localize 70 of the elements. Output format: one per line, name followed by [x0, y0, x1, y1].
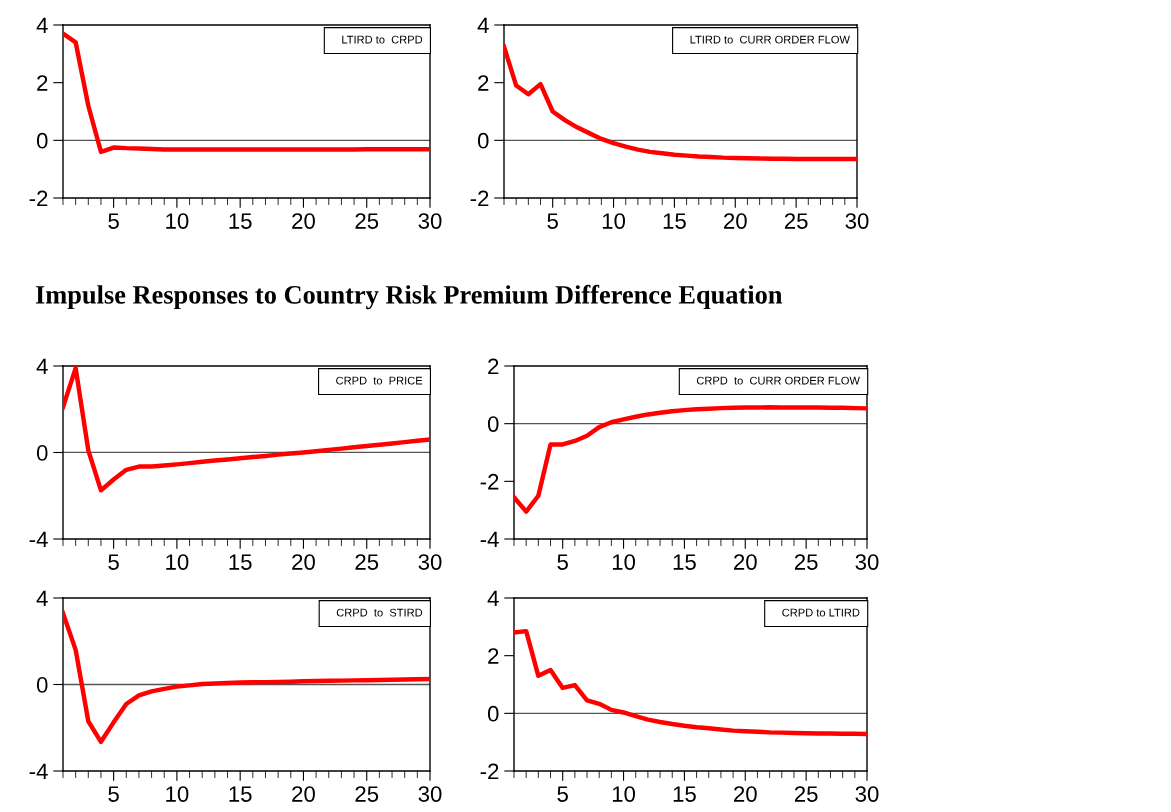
- x-tick-label: 10: [602, 213, 626, 229]
- text: CRPD to LTIRD: [782, 608, 860, 617]
- y-tick-label: 4: [36, 590, 48, 607]
- x-tick-label: 5: [557, 786, 568, 802]
- y-tick-label: -2: [480, 763, 499, 780]
- y-tick-label: 0: [36, 445, 48, 461]
- y-tick-label: 2: [478, 75, 489, 91]
- line-series: [514, 628, 867, 737]
- text: CRPD to STIRD: [336, 608, 423, 617]
- text: LTIRD to CURR ORDER FLOW: [690, 35, 850, 44]
- chart-title: Impulse Responses to Country Risk Premium Difference Equation: [35, 284, 783, 310]
- x-tick-label: 20: [734, 554, 757, 570]
- x-tick-label: 20: [734, 786, 757, 802]
- x-tick-label: 25: [784, 213, 808, 229]
- x-tick-label: 10: [612, 554, 636, 570]
- x-tick-label: 25: [355, 554, 379, 570]
- y-tick-label: 2: [37, 75, 48, 91]
- y-tick-label: -2: [470, 190, 489, 207]
- x-tick-label: 25: [355, 786, 379, 802]
- y-tick-label: 4: [36, 17, 48, 34]
- text: LTIRD to CRPD: [342, 35, 423, 44]
- x-tick-label: 10: [166, 554, 189, 570]
- x-tick-label: 15: [229, 786, 252, 802]
- line-series: [63, 610, 430, 745]
- x-tick-label: 10: [166, 786, 189, 802]
- x-tick-label: 25: [794, 554, 818, 570]
- text: CRPD to PRICE: [336, 376, 423, 385]
- y-tick-label: 0: [487, 705, 499, 722]
- x-tick-label: 25: [355, 213, 379, 229]
- y-tick-label: 0: [487, 416, 499, 432]
- x-tick-label: 5: [108, 554, 119, 570]
- y-tick-label: -4: [29, 531, 48, 548]
- x-tick-label: 20: [724, 213, 747, 229]
- line-series: [504, 44, 857, 162]
- y-tick-label: 4: [36, 358, 48, 375]
- y-tick-label: 0: [36, 132, 48, 149]
- y-tick-label: -4: [29, 763, 48, 780]
- line-series: [514, 405, 867, 514]
- y-tick-label: 0: [36, 677, 48, 693]
- x-tick-label: 25: [794, 786, 818, 802]
- y-tick-label: -2: [480, 473, 499, 490]
- x-tick-label: 15: [663, 213, 686, 229]
- x-tick-label: 20: [292, 213, 315, 229]
- x-tick-label: 30: [855, 786, 879, 802]
- x-tick-label: 30: [855, 554, 879, 570]
- x-tick-label: 30: [418, 786, 442, 802]
- y-tick-label: 2: [488, 648, 499, 664]
- y-tick-label: -4: [480, 531, 499, 548]
- y-tick-label: 4: [487, 590, 499, 607]
- x-tick-label: 30: [845, 213, 869, 229]
- y-tick-label: 0: [477, 132, 489, 149]
- x-tick-label: 15: [229, 554, 252, 570]
- x-tick-label: 5: [108, 786, 119, 802]
- x-tick-label: 20: [292, 786, 315, 802]
- y-tick-label: -2: [29, 190, 48, 207]
- x-tick-label: 5: [557, 554, 568, 570]
- x-tick-label: 10: [612, 786, 636, 802]
- x-tick-label: 30: [418, 554, 442, 570]
- x-tick-label: 15: [673, 786, 696, 802]
- y-tick-label: 2: [488, 358, 499, 375]
- line-series: [63, 31, 430, 155]
- x-tick-label: 30: [418, 213, 442, 229]
- x-tick-label: 5: [547, 213, 558, 229]
- y-tick-label: 4: [477, 17, 489, 34]
- x-tick-label: 15: [673, 554, 696, 570]
- text: CRPD to CURR ORDER FLOW: [696, 376, 860, 385]
- x-tick-label: 10: [166, 213, 189, 229]
- x-tick-label: 15: [229, 213, 252, 229]
- x-tick-label: 20: [292, 554, 315, 570]
- x-tick-label: 5: [108, 213, 119, 229]
